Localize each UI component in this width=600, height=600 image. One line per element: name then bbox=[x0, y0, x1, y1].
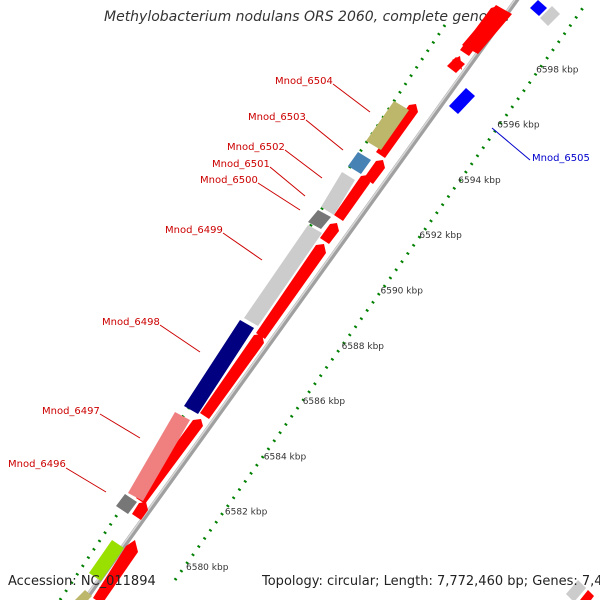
corner-features bbox=[566, 580, 594, 600]
label-leader-lines bbox=[65, 83, 531, 493]
rna-feature bbox=[530, 0, 547, 16]
gene-label[interactable]: Mnod_6505 bbox=[532, 153, 590, 164]
scale-tick-label: 6598 kbp bbox=[536, 65, 579, 75]
scale-tick-label: 6580 kbp bbox=[186, 563, 229, 573]
outer-strand-features bbox=[75, 5, 512, 600]
genome-summary-text: Topology: circular; Length: 7,772,460 bp… bbox=[262, 574, 600, 589]
cds-feature bbox=[334, 175, 370, 221]
leader-line bbox=[284, 149, 323, 179]
cds-feature bbox=[364, 160, 385, 184]
leader-line bbox=[491, 127, 531, 161]
rna-feature bbox=[449, 88, 475, 114]
cds-feature bbox=[580, 590, 594, 600]
gene-band bbox=[540, 6, 560, 26]
gene-band bbox=[462, 5, 512, 54]
leader-line bbox=[222, 232, 263, 261]
gene-band bbox=[244, 225, 322, 326]
cds-feature bbox=[376, 104, 418, 158]
gene-band bbox=[75, 590, 92, 600]
leader-line bbox=[269, 166, 306, 197]
scale-tick-label: 6596 kbp bbox=[497, 121, 540, 131]
gene-labels: Mnod_6496 Mnod_6497 Mnod_6498 Mnod_6499 Mnod… bbox=[8, 76, 590, 470]
cds-feature bbox=[320, 223, 339, 244]
gene-label[interactable]: Mnod_6501 bbox=[212, 159, 270, 170]
leader-line bbox=[99, 413, 141, 439]
gene-label[interactable]: Mnod_6497 bbox=[42, 406, 100, 417]
gene-band bbox=[321, 172, 355, 215]
inner-side-features bbox=[449, 0, 560, 114]
gene-label[interactable]: Mnod_6499 bbox=[165, 225, 223, 236]
scale-tick-label: 6582 kbp bbox=[225, 508, 268, 518]
gene-band bbox=[366, 101, 409, 150]
cds-feature bbox=[447, 57, 465, 73]
leader-line bbox=[159, 324, 201, 353]
scale-labels: 6580 kbp 6582 kbp 6584 kbp 6586 kbp 6588 kbp… bbox=[186, 65, 579, 573]
gene-band bbox=[308, 210, 331, 229]
scale-tick-label: 6590 kbp bbox=[381, 287, 424, 297]
gene-label[interactable]: Mnod_6502 bbox=[227, 142, 285, 153]
scale-tick-label: 6586 kbp bbox=[303, 397, 346, 407]
gene-label[interactable]: Mnod_6504 bbox=[275, 76, 333, 87]
leader-line bbox=[305, 119, 344, 151]
gene-label[interactable]: Mnod_6503 bbox=[248, 112, 306, 123]
cds-feature bbox=[132, 502, 148, 520]
cds-feature bbox=[256, 244, 326, 339]
cds-feature bbox=[200, 334, 264, 419]
gene-band bbox=[184, 320, 254, 414]
gene-label[interactable]: Mnod_6500 bbox=[200, 175, 258, 186]
scale-tick-label: 6594 kbp bbox=[458, 176, 501, 186]
gene-band bbox=[89, 540, 124, 581]
scale-tick-label: 6588 kbp bbox=[342, 342, 385, 352]
map-title: Methylobacterium nodulans ORS 2060, comp… bbox=[104, 9, 510, 25]
leader-line bbox=[332, 83, 371, 113]
gene-band bbox=[128, 412, 190, 501]
gene-band bbox=[348, 152, 371, 174]
leader-line bbox=[65, 467, 107, 493]
gene-label[interactable]: Mnod_6496 bbox=[8, 459, 66, 470]
cds-feature bbox=[93, 540, 138, 600]
leader-line bbox=[257, 182, 301, 211]
gene-band bbox=[116, 494, 137, 514]
genome-backbone bbox=[82, 0, 520, 600]
backbone-highlight bbox=[83, 0, 516, 600]
gene-label[interactable]: Mnod_6498 bbox=[102, 317, 160, 328]
gene-band bbox=[566, 580, 586, 600]
scale-tick-label: 6584 kbp bbox=[264, 452, 307, 462]
scale-tick-label: 6592 kbp bbox=[419, 231, 462, 241]
accession-text: Accession: NC_011894 bbox=[8, 574, 156, 589]
